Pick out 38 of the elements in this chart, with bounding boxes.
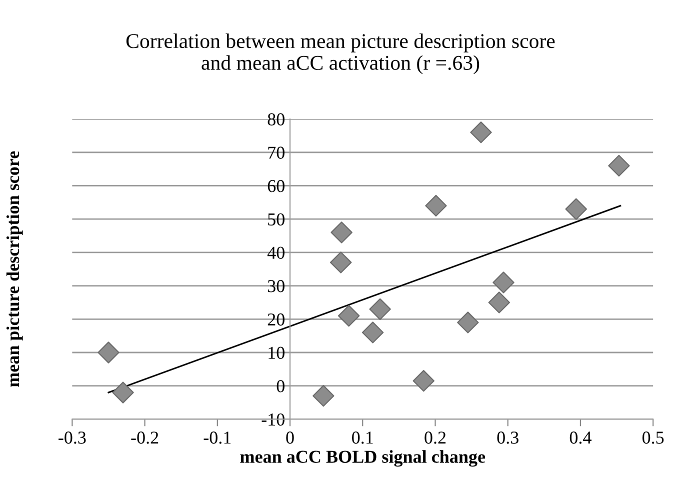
y-tick-label: 50 — [268, 213, 284, 226]
x-tick-label: 0.2 — [424, 432, 446, 444]
x-tick-label: 0.3 — [497, 432, 518, 444]
point — [98, 342, 120, 364]
point — [470, 122, 492, 144]
y-tick-label: 80 — [268, 113, 284, 126]
point — [425, 194, 447, 217]
chart-title: Correlation between mean picture description score and mean aCC activation (r =.63) — [126, 33, 555, 74]
y-tick-label: 30 — [268, 280, 284, 292]
point — [112, 382, 134, 404]
point — [312, 385, 334, 407]
x-tick-label: 0.4 — [570, 432, 592, 444]
y-tick-label: 40 — [267, 246, 284, 259]
point — [492, 272, 514, 294]
point — [362, 322, 384, 344]
point — [488, 292, 510, 314]
point — [608, 154, 630, 177]
point — [338, 304, 360, 327]
x-tick-label: -0.1 — [204, 432, 231, 444]
x-tick-label: 0.1 — [352, 432, 373, 444]
point — [412, 370, 434, 392]
x-tick-label: -0.3 — [58, 432, 86, 444]
x-tick-label: 0.5 — [642, 432, 664, 444]
y-tick-label: 70 — [268, 146, 284, 159]
point — [369, 298, 391, 320]
point — [330, 222, 352, 244]
point — [457, 312, 479, 334]
x-tick-label: -0.2 — [131, 432, 158, 444]
y-tick-label: -10 — [262, 413, 284, 426]
y-tick-label: 20 — [268, 313, 284, 326]
y-tick-label: 60 — [268, 180, 284, 192]
point — [330, 252, 352, 274]
point — [565, 198, 587, 220]
x-tick-label: 0 — [286, 432, 294, 444]
y-tick-label: 10 — [268, 346, 284, 359]
x-axis-title: mean aCC BOLD signal change — [240, 450, 486, 467]
y-tick-label: 0 — [276, 380, 284, 392]
y-axis-title: mean picture description score — [6, 151, 23, 387]
